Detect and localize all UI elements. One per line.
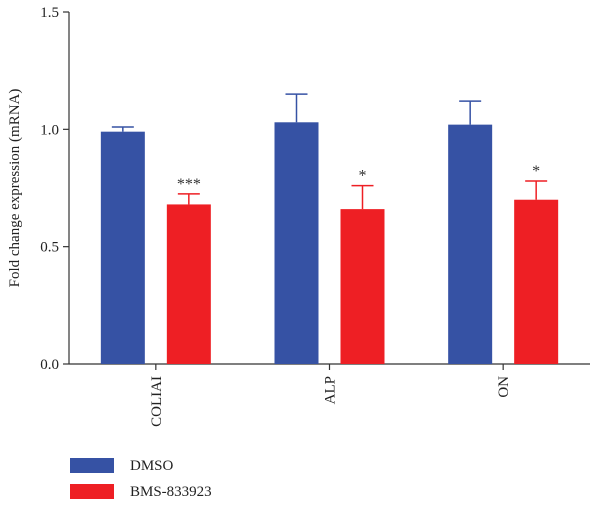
y-tick-label: 0.0: [40, 357, 59, 373]
legend-label-dmso: DMSO: [130, 458, 174, 474]
bar-group-coliai: COLIAI ***: [100, 126, 211, 427]
legend-swatch-bms-833923: [70, 484, 114, 499]
bar-dmso-on: [448, 124, 493, 364]
y-axis-title: Fold change expression (mRNA): [7, 89, 23, 288]
legend-swatch-dmso: [70, 458, 114, 473]
bar-bms-833923-alp: [340, 209, 385, 364]
legend: DMSO BMS-833923: [70, 458, 212, 500]
legend-label-bms-833923: BMS-833923: [130, 484, 212, 500]
y-tick-label: 1.5: [40, 5, 59, 21]
x-tick-label: COLIAI: [149, 376, 165, 427]
x-tick-label: ON: [496, 376, 512, 398]
bar-dmso-alp: [274, 122, 319, 364]
y-axis: 0.0 0.5 1.0 1.5: [40, 5, 70, 373]
significance-marker: ***: [177, 176, 201, 193]
bar-bms-833923-on: [514, 199, 559, 364]
bar-bms-833923-coliai: [166, 204, 211, 364]
significance-marker: *: [532, 163, 540, 180]
y-tick-label: 0.5: [40, 240, 59, 256]
significance-marker: *: [359, 168, 367, 185]
bar-group-alp: ALP *: [274, 93, 385, 404]
y-tick-label: 1.0: [40, 122, 59, 138]
bar-group-on: ON *: [448, 100, 559, 398]
x-tick-label: ALP: [323, 376, 339, 404]
bar-dmso-coliai: [100, 131, 145, 364]
bars: COLIAI *** ALP * ON *: [100, 93, 559, 427]
